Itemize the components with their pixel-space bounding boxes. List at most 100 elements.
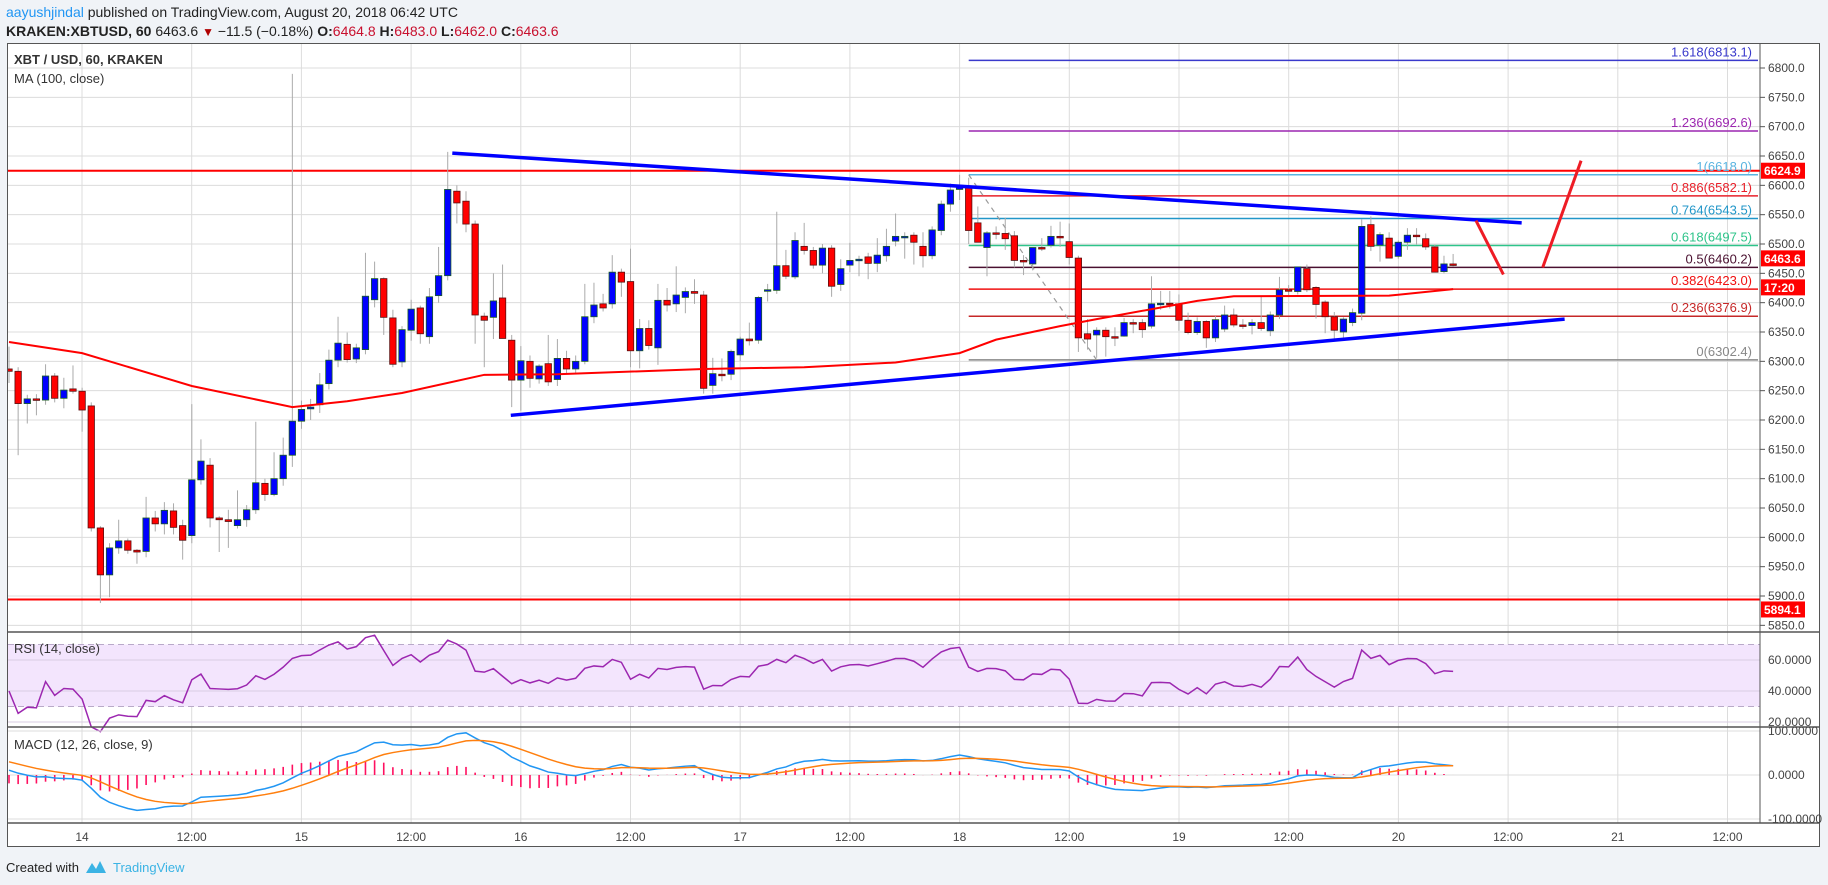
time-tick-label: 12:00	[396, 830, 426, 844]
candle-down	[1083, 333, 1092, 340]
time-tick-label: 21	[1611, 830, 1625, 844]
price-tick-label: 6400.0	[1768, 296, 1805, 310]
candle-up	[873, 254, 881, 264]
candle-up	[1348, 312, 1357, 324]
rsi-tick-label: 60.0000	[1768, 653, 1812, 667]
fib-level-label: 0.886(6582.1)	[1671, 180, 1752, 195]
candle-down	[124, 540, 132, 551]
price-tick-label: 6250.0	[1768, 384, 1805, 398]
candle-up	[1440, 263, 1448, 272]
candle-up	[535, 365, 543, 380]
last-price: 6463.6	[155, 23, 199, 39]
candle-up	[23, 398, 31, 404]
candle-down	[974, 222, 982, 243]
candle-down	[1102, 329, 1110, 338]
time-tick-label: 12:00	[1054, 830, 1084, 844]
candle-up	[197, 460, 205, 481]
time-tick-label: 14	[75, 830, 89, 844]
fib-level-label: 0(6302.4)	[1696, 344, 1752, 359]
fib-level-label: 0.618(6497.5)	[1671, 229, 1752, 244]
candle-down	[261, 482, 269, 495]
candle-up	[160, 509, 168, 525]
candle-up	[1266, 314, 1274, 332]
ma-legend[interactable]: MA (100, close)	[14, 71, 105, 86]
symbol-label: KRAKEN:XBTUSD, 60	[6, 23, 152, 39]
candle-up	[818, 247, 827, 266]
candle-up	[654, 299, 662, 349]
candle-up	[937, 203, 945, 231]
candle-down	[745, 338, 753, 342]
candle-up	[672, 294, 680, 305]
candle-up	[1157, 302, 1165, 306]
candle-down	[1129, 322, 1137, 325]
macd-tick-label: -100.0000	[1768, 812, 1822, 826]
footer: Created with TradingView	[6, 859, 185, 875]
candle-down	[1422, 238, 1430, 248]
price-tick-label: 5900.0	[1768, 589, 1805, 603]
candle-down	[1449, 263, 1457, 266]
price-tick-label: 6200.0	[1768, 413, 1805, 427]
candle-down	[1074, 257, 1082, 339]
candle-up	[837, 268, 845, 285]
candle-down	[562, 358, 571, 370]
candle-up	[1221, 314, 1229, 330]
candle-down	[51, 375, 59, 399]
candle-up	[1376, 234, 1384, 246]
level-price-badge-bg	[1761, 601, 1805, 618]
candle-down	[1138, 322, 1146, 331]
candle-down	[919, 245, 927, 257]
chart-legend-title: XBT / USD, 60, KRAKEN	[14, 52, 163, 67]
author-link[interactable]: aayushjindal	[6, 4, 84, 20]
price-tick-label: 6050.0	[1768, 501, 1805, 515]
candle-down	[8, 368, 13, 372]
candle-down	[480, 315, 488, 321]
price-tick-label: 6100.0	[1768, 472, 1805, 486]
created-with-text: Created with	[6, 859, 79, 875]
candle-down	[526, 360, 534, 379]
candle-up	[352, 347, 360, 360]
trendline-lower	[510, 317, 1565, 418]
candle-down	[508, 339, 516, 381]
time-tick-label: 12:00	[177, 830, 207, 844]
candle-up	[398, 329, 406, 363]
candle-down	[1166, 302, 1174, 306]
symbol-info: KRAKEN:XBTUSD, 60 6463.6 ▼ −11.5 (−0.18%…	[6, 23, 559, 39]
candle-up	[270, 478, 278, 495]
candle-up	[1093, 329, 1101, 336]
candle-up	[846, 260, 854, 266]
candle-up	[983, 232, 991, 248]
candle-up	[252, 482, 260, 511]
candle-up	[243, 509, 251, 521]
candle-up	[370, 278, 379, 301]
candle-up	[1394, 241, 1402, 257]
price-tick-label: 6600.0	[1768, 178, 1805, 192]
rsi-legend[interactable]: RSI (14, close)	[14, 641, 100, 656]
candle-up	[553, 358, 562, 380]
candle-up	[115, 540, 123, 549]
candle-up	[709, 373, 717, 386]
chart-container[interactable]	[7, 43, 1820, 847]
candle-up	[608, 271, 616, 305]
candle-down	[828, 247, 836, 287]
tradingview-link[interactable]: TradingView	[112, 859, 185, 875]
candle-down	[626, 281, 635, 352]
candle-down	[992, 232, 1000, 235]
candle-up	[1248, 322, 1256, 326]
time-tick-label: 15	[295, 830, 309, 844]
candle-down	[700, 294, 708, 389]
candle-up	[325, 359, 333, 385]
price-tick-label: 6750.0	[1768, 90, 1805, 104]
candle-down	[224, 519, 232, 522]
candle-down	[87, 405, 95, 529]
candle-up	[444, 189, 452, 277]
candle-up	[434, 275, 443, 297]
countdown-badge-bg	[1761, 279, 1805, 296]
candle-up	[288, 420, 296, 456]
macd-legend[interactable]: MACD (12, 26, close, 9)	[14, 737, 153, 752]
time-tick-label: 18	[953, 830, 967, 844]
candle-down	[663, 299, 671, 306]
publish-info: aayushjindal published on TradingView.co…	[6, 4, 458, 20]
candle-up	[681, 291, 689, 298]
fib-level-label: 0.236(6376.9)	[1671, 300, 1752, 315]
